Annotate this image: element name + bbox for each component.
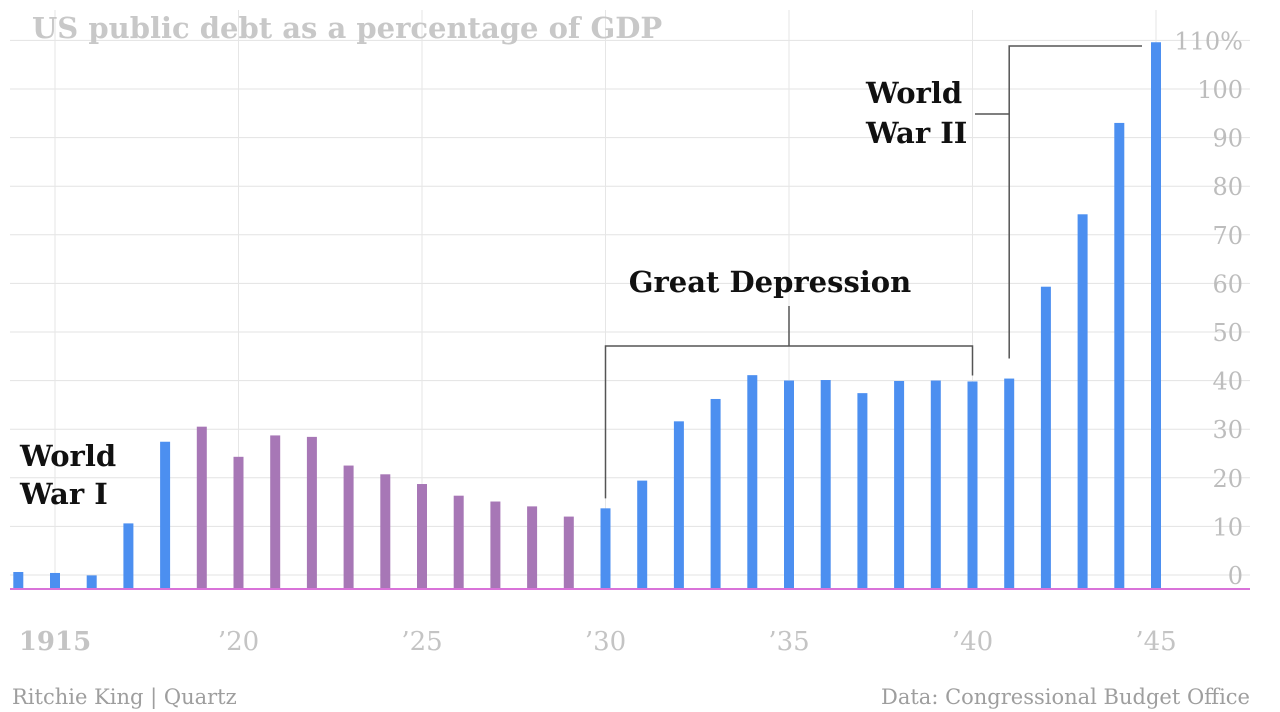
bar-1926 <box>453 495 464 589</box>
ww2-bracket <box>975 45 1142 359</box>
bar-1942 <box>1040 286 1051 589</box>
annotation-ww2-line2: War II <box>865 116 967 150</box>
annotation-great-depression: Great Depression <box>604 265 974 499</box>
source-text: Data: Congressional Budget Office <box>881 685 1250 709</box>
annotation-ww1: World War I <box>19 439 116 511</box>
bar-1934 <box>747 375 758 589</box>
annotation-ww2-line1: World <box>865 76 962 110</box>
bar-1914 <box>13 571 24 589</box>
bar-1941 <box>1004 378 1015 589</box>
y-tick-label-20: 20 <box>1212 465 1243 493</box>
x-axis-ticks: 1915 ’20 ’25 ’30 ’35 ’40 ’45 <box>19 627 1177 657</box>
bar-1919 <box>196 426 207 589</box>
bar-1927 <box>490 501 501 589</box>
y-tick-label-100: 100 <box>1197 76 1243 104</box>
y-tick-label-90: 90 <box>1212 125 1243 153</box>
bar-1936 <box>820 380 831 589</box>
credit-text: Ritchie King | Quartz <box>12 685 237 710</box>
y-tick-label-80: 80 <box>1212 173 1243 201</box>
bar-1931 <box>637 480 648 589</box>
bar-1924 <box>380 474 391 589</box>
x-tick-label-1920: ’20 <box>218 627 259 657</box>
y-tick-label-10: 10 <box>1212 513 1243 541</box>
y-tick-label-0: 0 <box>1228 562 1243 590</box>
chart-title: US public debt as a percentage of GDP <box>32 11 662 45</box>
great-depression-bracket <box>604 306 974 499</box>
bars-layer <box>13 42 1161 590</box>
bar-1938 <box>894 380 905 589</box>
bar-1937 <box>857 393 868 589</box>
bar-1925 <box>417 484 427 589</box>
y-tick-label-50: 50 <box>1212 319 1243 347</box>
x-tick-label-1925: ’25 <box>401 627 442 657</box>
x-tick-label-1940: ’40 <box>952 627 993 657</box>
bar-1918 <box>160 441 171 589</box>
y-tick-label-110: 110% <box>1174 27 1243 55</box>
annotation-ww1-line1: World <box>19 439 116 473</box>
bar-1922 <box>306 436 317 589</box>
x-tick-label-1935: ’35 <box>768 627 809 657</box>
y-tick-label-70: 70 <box>1212 222 1243 250</box>
bar-1940 <box>967 381 978 589</box>
annotation-ww2: World War II <box>865 45 1142 359</box>
grid-layer <box>10 10 1250 590</box>
bar-1923 <box>343 465 354 589</box>
bar-1928 <box>527 506 538 589</box>
y-tick-label-40: 40 <box>1212 368 1243 396</box>
bar-1944 <box>1114 122 1125 590</box>
annotation-great-depression-label: Great Depression <box>629 265 911 299</box>
bar-1933 <box>710 398 721 589</box>
x-tick-label-1930: ’30 <box>585 627 626 657</box>
bar-1917 <box>123 523 134 589</box>
bar-1930 <box>600 508 611 589</box>
bar-1929 <box>563 516 574 589</box>
bar-1943 <box>1077 214 1088 589</box>
y-tick-label-30: 30 <box>1212 416 1243 444</box>
bar-1945 <box>1151 42 1161 589</box>
annotation-ww1-line2: War I <box>19 477 108 511</box>
bar-1915 <box>50 572 60 589</box>
bar-1916 <box>86 575 97 589</box>
bar-1935 <box>784 380 794 589</box>
bar-1932 <box>673 421 684 589</box>
y-tick-label-60: 60 <box>1212 270 1243 298</box>
x-tick-label-1915: 1915 <box>19 627 91 657</box>
bar-1921 <box>270 435 281 589</box>
bar-1920 <box>233 456 244 589</box>
bar-1939 <box>930 380 941 589</box>
x-tick-label-1945: ’45 <box>1135 627 1176 657</box>
